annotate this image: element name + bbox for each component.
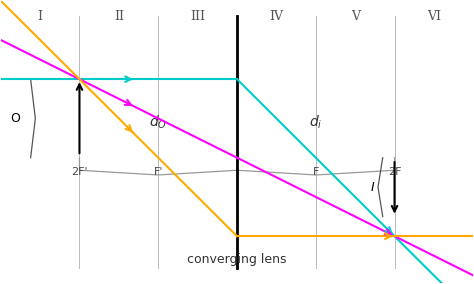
Text: 2F': 2F' [71, 167, 88, 177]
Text: converging lens: converging lens [187, 253, 287, 266]
Text: I: I [371, 181, 374, 194]
Text: 2F: 2F [388, 167, 401, 177]
Text: II: II [114, 10, 124, 23]
Text: IV: IV [269, 10, 283, 23]
Text: d$_i$: d$_i$ [309, 114, 323, 131]
Text: I: I [37, 10, 43, 23]
Text: V: V [351, 10, 360, 23]
Text: III: III [190, 10, 205, 23]
Text: VI: VI [427, 10, 441, 23]
Text: d$_O$: d$_O$ [149, 114, 167, 131]
Text: F: F [312, 167, 319, 177]
Text: F': F' [154, 167, 163, 177]
Text: O: O [10, 112, 20, 125]
